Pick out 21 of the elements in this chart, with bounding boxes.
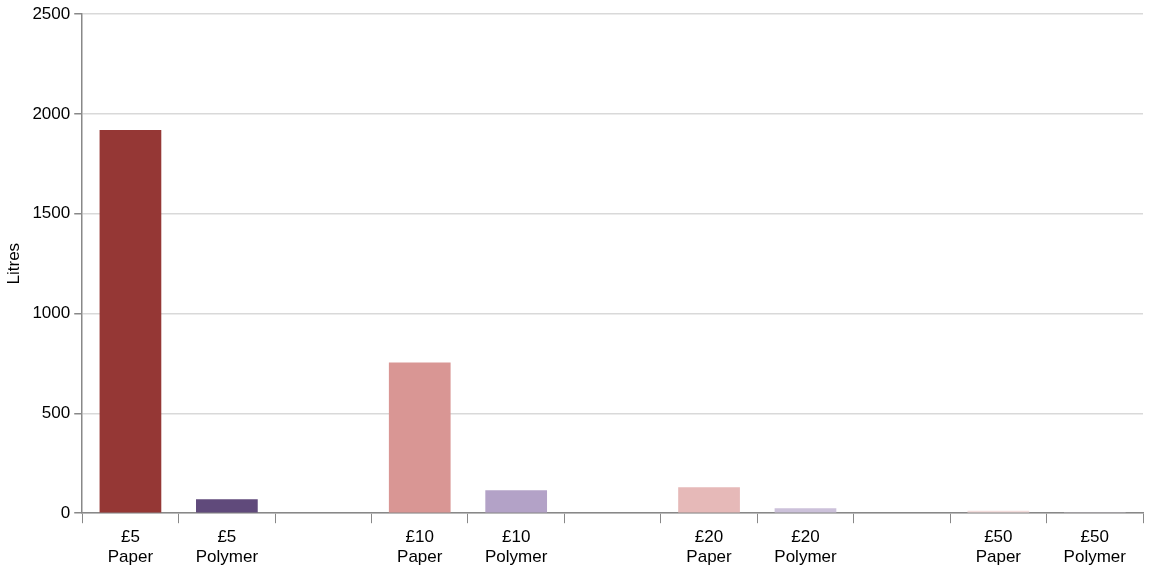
y-tick-label: 2000 — [32, 103, 71, 123]
bar — [774, 508, 837, 513]
y-tick-label: 0 — [60, 502, 71, 522]
y-tick-label: 1000 — [32, 303, 71, 323]
y-axis-title: Litres — [3, 242, 23, 285]
y-tick-label: 2500 — [32, 3, 71, 23]
x-tick-label: £50 Polymer — [1063, 527, 1127, 567]
y-tick-label: 1500 — [32, 203, 71, 223]
bar — [99, 129, 162, 513]
x-tick-label: £20 Paper — [686, 527, 733, 567]
x-tick-label: £20 Polymer — [774, 527, 837, 567]
x-tick-label: £10 Paper — [397, 527, 443, 567]
y-tick-label: 500 — [41, 403, 71, 423]
bar — [388, 362, 451, 513]
bar — [485, 490, 548, 513]
x-tick-label: £10 Polymer — [484, 527, 548, 567]
bar — [196, 499, 258, 513]
bar — [678, 487, 740, 513]
x-tick-label: £5 Polymer — [195, 527, 259, 567]
x-tick-label: £5 Paper — [107, 527, 154, 567]
x-tick-label: £50 Paper — [975, 527, 1022, 567]
